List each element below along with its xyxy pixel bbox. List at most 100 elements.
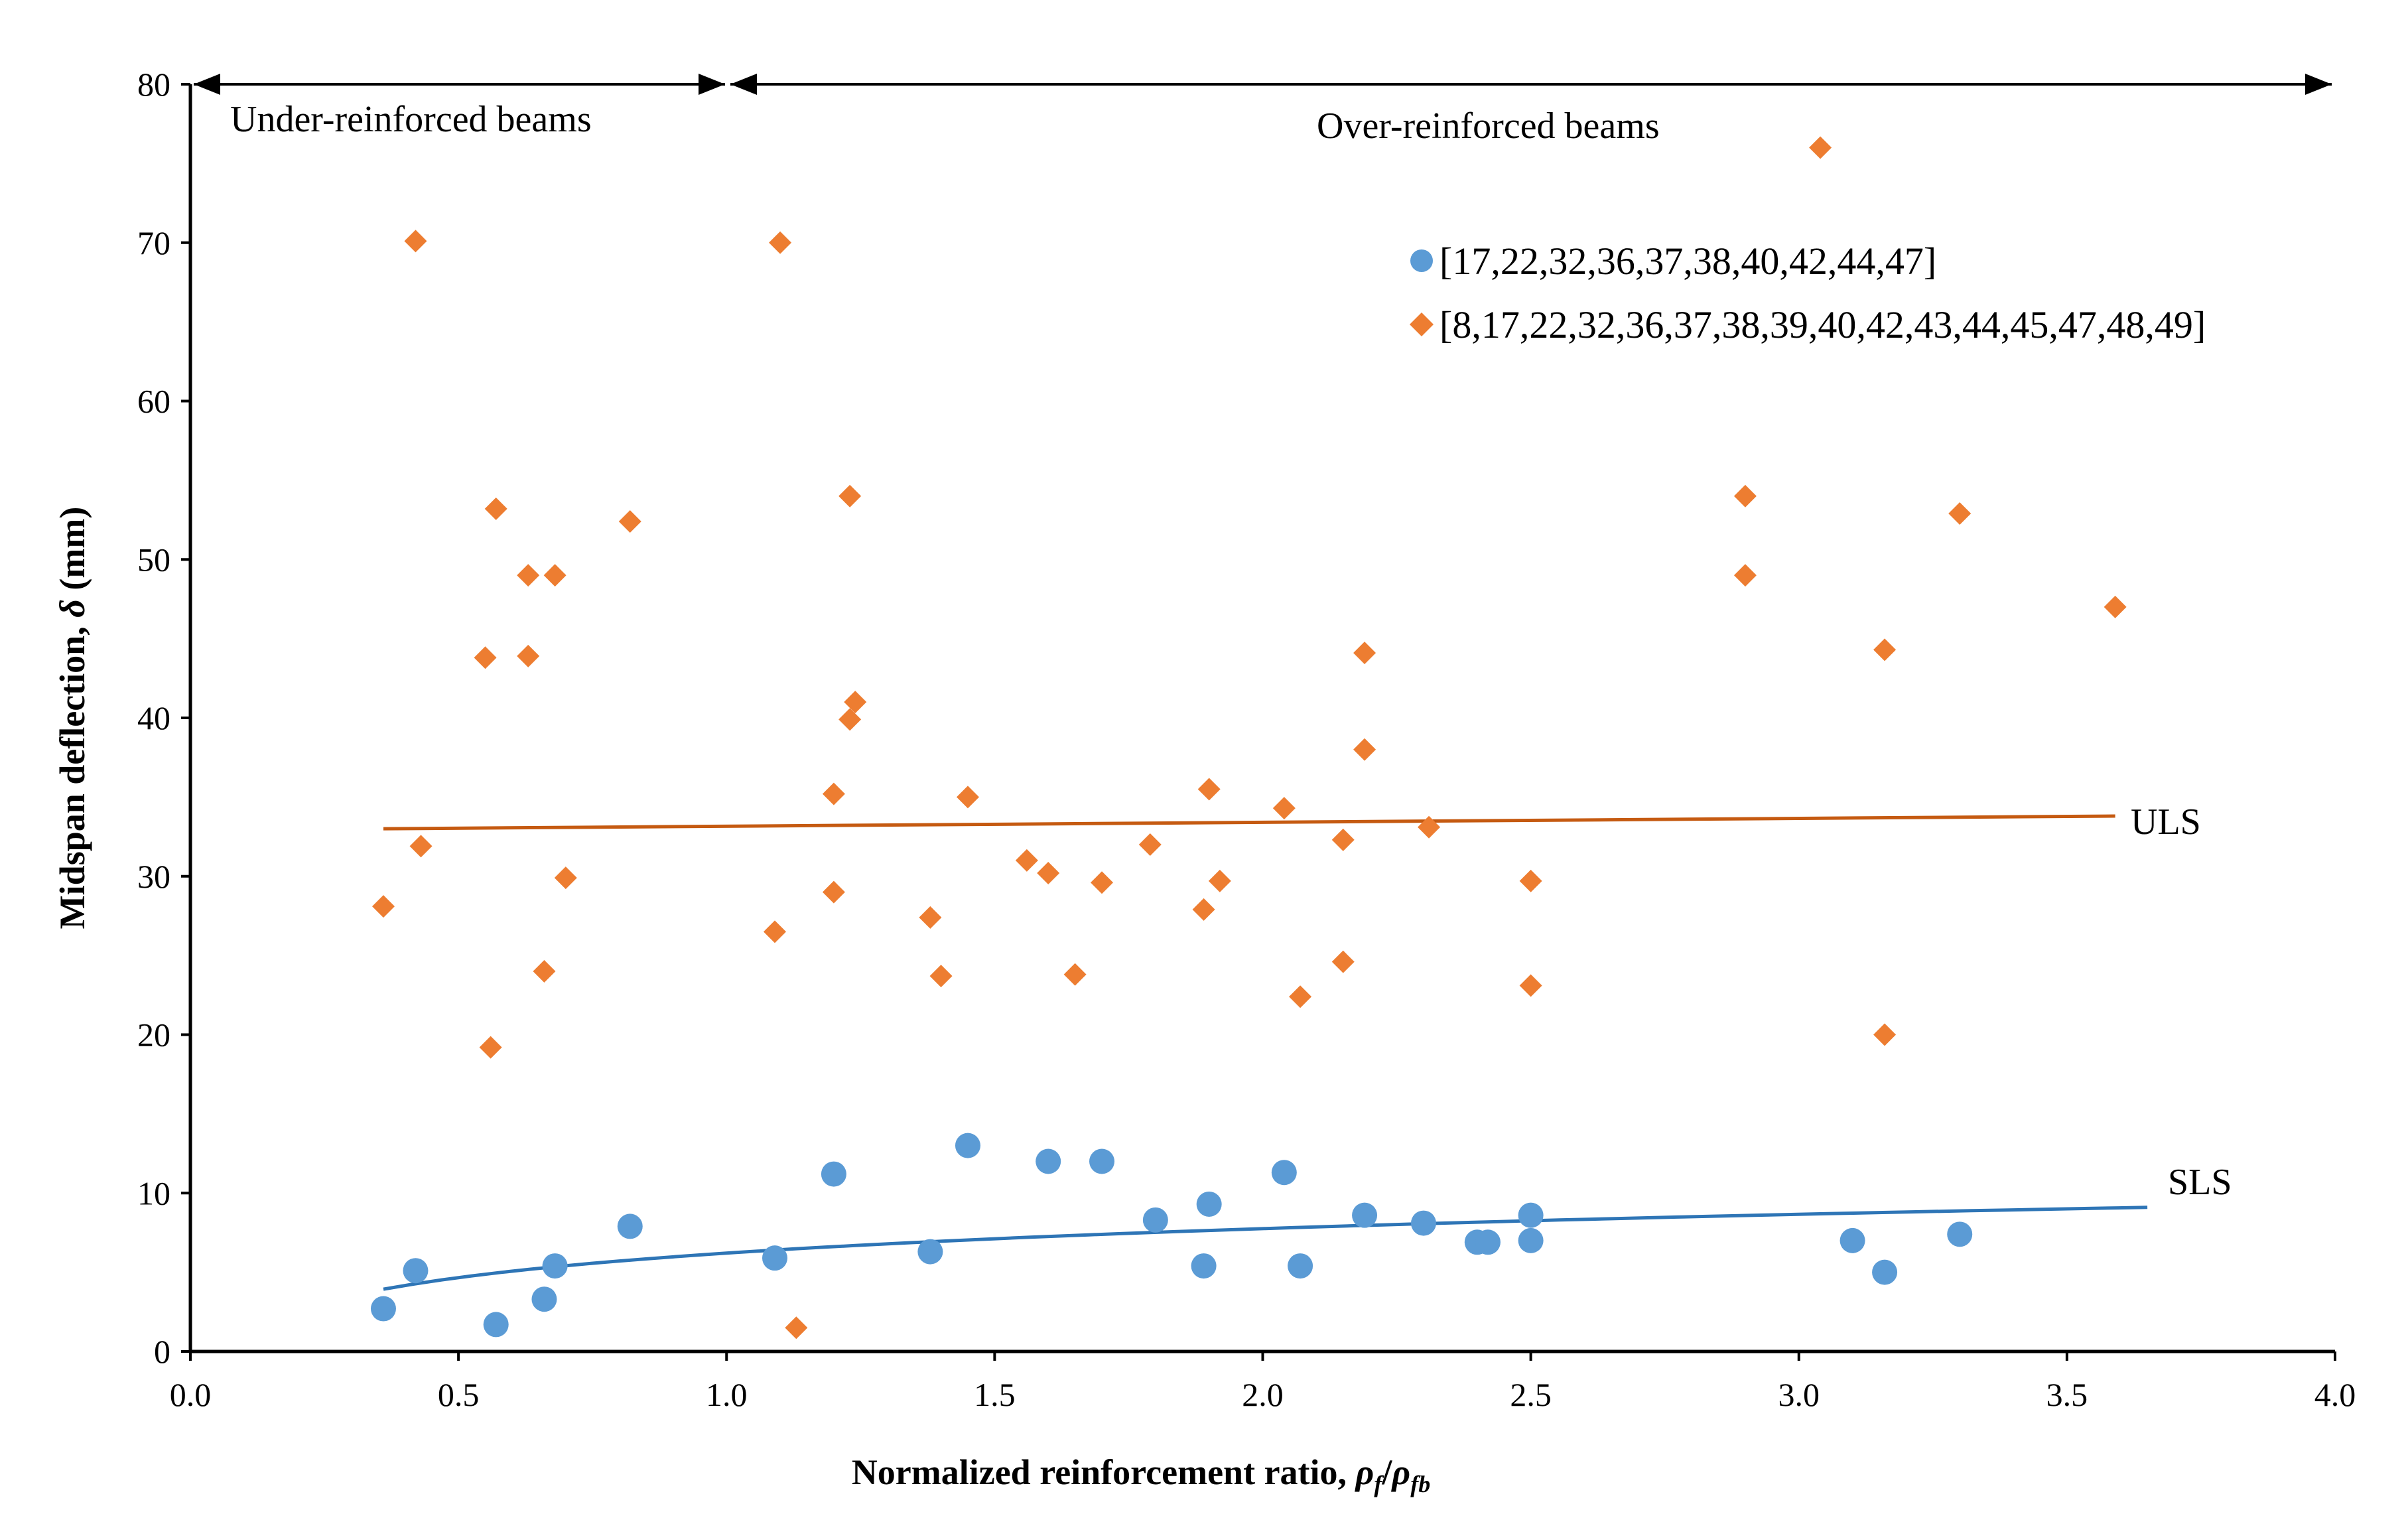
- sls-data-point: [1872, 1259, 1898, 1285]
- uls-data-point: [404, 230, 427, 253]
- sls-data-point: [1475, 1229, 1501, 1255]
- uls-data-point: [929, 965, 953, 988]
- uls-data-point: [1519, 869, 1542, 892]
- uls-data-point: [479, 1036, 502, 1059]
- uls-data-point: [763, 920, 786, 943]
- x-axis-title: Normalized reinforcement ratio, ρf/ρfb: [852, 1452, 1430, 1497]
- sls-data-point: [531, 1286, 557, 1312]
- x-tick-label: 0.5: [438, 1376, 480, 1413]
- series-sls-points: [370, 1133, 1973, 1338]
- uls-data-point: [1208, 869, 1231, 892]
- x-tick-label: 2.5: [1510, 1376, 1552, 1413]
- y-axis-title: Midspan deflection, δ (mm): [52, 507, 92, 930]
- sls-data-point: [1191, 1253, 1217, 1279]
- sls-data-point: [821, 1161, 846, 1187]
- y-tick-label: 30: [137, 858, 170, 895]
- uls-data-point: [1809, 136, 1832, 159]
- uls-data-point: [1353, 642, 1376, 665]
- uls-data-point: [956, 786, 979, 809]
- sls-data-point: [917, 1239, 943, 1265]
- sls-label: SLS: [2168, 1162, 2232, 1203]
- uls-data-point: [1873, 638, 1897, 661]
- uls-data-point: [822, 880, 845, 904]
- legend-marker-circle: [1410, 249, 1433, 272]
- sls-data-point: [1839, 1227, 1865, 1253]
- uls-data-point: [618, 510, 641, 533]
- x-tick-label: 3.5: [2046, 1376, 2088, 1413]
- x-tick-label: 1.0: [706, 1376, 748, 1413]
- sls-data-point: [1518, 1202, 1544, 1228]
- over-reinforced-arrow: [730, 74, 2332, 95]
- sls-data-point: [1142, 1207, 1168, 1233]
- over-reinforced-label: Over-reinforced beams: [1317, 105, 1660, 147]
- x-ticks: 0.0 0.5 1.0 1.5 2.0 2.5 3.0 3.5 4.0: [170, 1351, 2356, 1413]
- uls-data-point: [1289, 985, 1312, 1008]
- uls-data-point: [1138, 833, 1162, 856]
- uls-data-point: [1331, 828, 1355, 851]
- y-tick-label: 0: [154, 1333, 170, 1370]
- uls-data-point: [543, 564, 567, 587]
- uls-label: ULS: [2131, 801, 2201, 843]
- sls-data-point: [1288, 1253, 1313, 1279]
- uls-data-point: [838, 708, 862, 731]
- sls-data-point: [1089, 1148, 1115, 1174]
- uls-data-point: [484, 497, 507, 520]
- uls-data-point: [517, 644, 540, 667]
- uls-data-point: [1063, 963, 1087, 986]
- legend-marker-diamond: [1410, 312, 1434, 336]
- uls-data-point: [1353, 738, 1376, 761]
- uls-data-point: [1272, 797, 1296, 820]
- y-tick-label: 20: [137, 1016, 170, 1054]
- x-tick-label: 0.0: [170, 1376, 212, 1413]
- sls-data-point: [1947, 1221, 1973, 1247]
- y-tick-label: 80: [137, 66, 170, 103]
- uls-data-point: [517, 564, 540, 587]
- uls-data-point: [1091, 871, 1114, 894]
- sls-data-point: [1036, 1148, 1061, 1174]
- uls-data-point: [409, 835, 433, 858]
- x-tick-label: 3.0: [1778, 1376, 1820, 1413]
- uls-data-point: [533, 960, 556, 983]
- legend-label-series-2: [8,17,22,32,36,37,38,39,40,42,43,44,45,4…: [1439, 303, 2206, 346]
- under-reinforced-label: Under-reinforced beams: [230, 99, 592, 140]
- legend-label-series-1: [17,22,32,36,37,38,40,42,44,47]: [1439, 240, 1936, 283]
- y-tick-label: 40: [137, 699, 170, 736]
- uls-data-point: [2104, 595, 2127, 618]
- x-tick-label: 2.0: [1242, 1376, 1284, 1413]
- y-tick-label: 10: [137, 1174, 170, 1211]
- uls-data-point: [1873, 1023, 1897, 1046]
- uls-data-point: [1418, 815, 1441, 839]
- sls-data-point: [1196, 1191, 1222, 1217]
- x-tick-label: 1.5: [974, 1376, 1016, 1413]
- uls-data-point: [822, 782, 845, 805]
- y-tick-label: 50: [137, 541, 170, 578]
- uls-data-point: [785, 1316, 808, 1340]
- uls-data-point: [1037, 861, 1060, 884]
- x-tick-label: 4.0: [2314, 1376, 2356, 1413]
- uls-data-point: [838, 484, 862, 508]
- sls-data-point: [1410, 1210, 1436, 1236]
- under-reinforced-arrow: [194, 74, 725, 95]
- uls-data-point: [1948, 502, 1972, 525]
- sls-data-point: [1352, 1202, 1378, 1228]
- uls-data-point: [1733, 484, 1757, 508]
- uls-data-point: [1331, 950, 1355, 973]
- uls-data-point: [1733, 564, 1757, 587]
- series-uls-points: [371, 136, 2127, 1340]
- sls-data-point: [1518, 1227, 1544, 1253]
- y-ticks: 0 10 20 30 40 50 60 70 80: [137, 66, 190, 1370]
- uls-data-point: [554, 866, 577, 890]
- uls-data-point: [769, 231, 792, 254]
- uls-trendline: [383, 814, 2115, 831]
- sls-data-point: [370, 1296, 396, 1322]
- uls-data-point: [474, 646, 497, 669]
- uls-data-point: [919, 906, 942, 929]
- uls-data-point: [1519, 974, 1542, 997]
- sls-trendline: [383, 1206, 2148, 1291]
- legend: [17,22,32,36,37,38,40,42,44,47] [8,17,22…: [1410, 240, 2206, 346]
- sls-data-point: [955, 1133, 980, 1158]
- sls-data-point: [483, 1312, 509, 1338]
- sls-data-point: [617, 1213, 643, 1239]
